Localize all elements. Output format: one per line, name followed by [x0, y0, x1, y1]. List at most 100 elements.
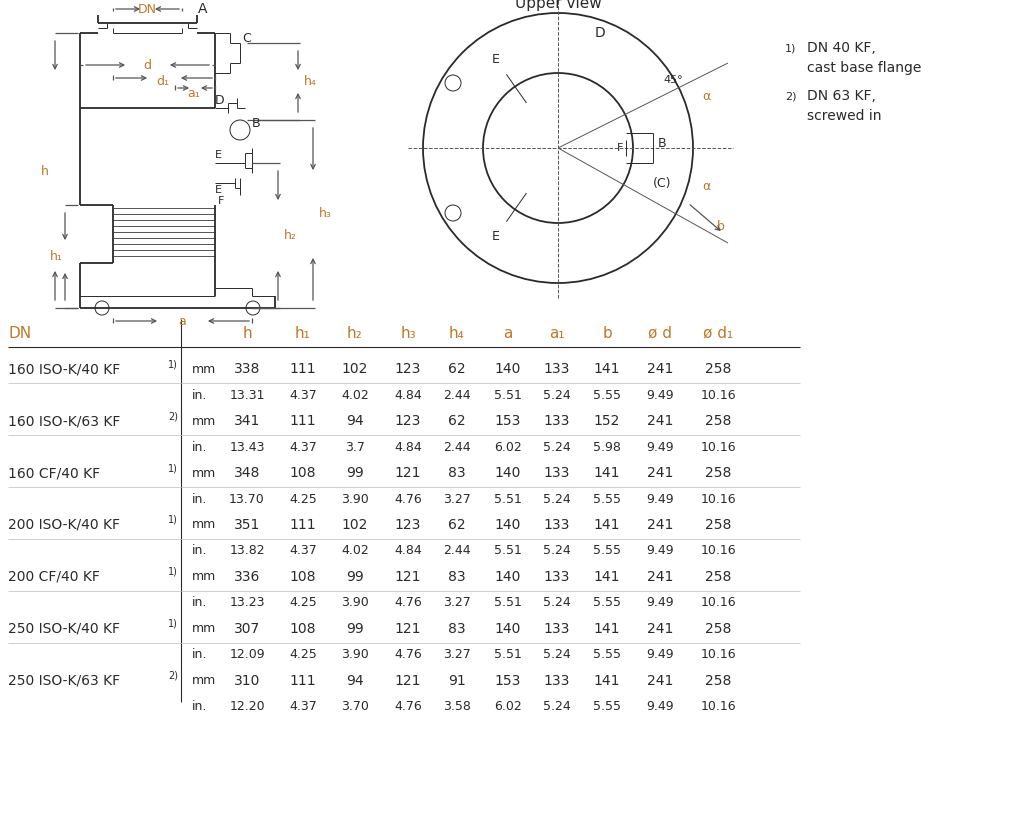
Text: 3.70: 3.70: [341, 700, 369, 714]
Text: 141: 141: [593, 674, 621, 688]
Text: 241: 241: [647, 674, 673, 688]
Text: 45°: 45°: [663, 75, 682, 85]
Text: mm: mm: [192, 570, 216, 584]
Text: 5.51: 5.51: [494, 597, 522, 610]
Text: 111: 111: [290, 674, 316, 688]
Text: 3.58: 3.58: [443, 700, 471, 714]
Text: 3.7: 3.7: [345, 440, 365, 453]
Text: α: α: [702, 179, 710, 193]
Text: F: F: [617, 143, 623, 153]
Text: E: E: [492, 230, 500, 243]
Text: in.: in.: [192, 597, 207, 610]
Text: 2.44: 2.44: [443, 388, 471, 402]
Text: 160 ISO-K/63 KF: 160 ISO-K/63 KF: [8, 414, 120, 428]
Text: 3.27: 3.27: [443, 649, 471, 662]
Text: mm: mm: [192, 518, 216, 532]
Text: 121: 121: [394, 674, 422, 688]
Text: 94: 94: [346, 674, 364, 688]
Text: 123: 123: [395, 414, 422, 428]
Text: 141: 141: [593, 362, 621, 376]
Text: 123: 123: [395, 362, 422, 376]
Text: 9.49: 9.49: [646, 492, 673, 505]
Text: h₃: h₃: [318, 207, 332, 220]
Text: cast base flange: cast base flange: [807, 61, 921, 75]
Text: D: D: [594, 26, 606, 40]
Text: 10.16: 10.16: [701, 649, 736, 662]
Text: 121: 121: [394, 622, 422, 636]
Text: 5.24: 5.24: [543, 388, 571, 402]
Text: 6.02: 6.02: [494, 440, 522, 453]
Text: h: h: [41, 165, 49, 178]
Text: 4.37: 4.37: [289, 388, 316, 402]
Text: B: B: [658, 137, 666, 150]
Text: 13.31: 13.31: [229, 388, 265, 402]
Text: 5.55: 5.55: [593, 388, 621, 402]
Text: 9.49: 9.49: [646, 440, 673, 453]
Text: d₁: d₁: [157, 75, 170, 87]
Text: 83: 83: [448, 570, 466, 584]
Text: 99: 99: [346, 622, 364, 636]
Text: h₄: h₄: [303, 75, 316, 87]
Text: 62: 62: [448, 362, 466, 376]
Text: in.: in.: [192, 440, 207, 453]
Text: 4.84: 4.84: [394, 545, 422, 557]
Text: 250 ISO-K/63 KF: 250 ISO-K/63 KF: [8, 674, 120, 688]
Text: b: b: [717, 220, 725, 233]
Text: h₂: h₂: [283, 229, 296, 241]
Text: mm: mm: [192, 675, 216, 687]
Text: 9.49: 9.49: [646, 700, 673, 714]
Text: 10.16: 10.16: [701, 492, 736, 505]
Text: 123: 123: [395, 518, 422, 532]
Text: 4.25: 4.25: [289, 649, 316, 662]
Text: 200 ISO-K/40 KF: 200 ISO-K/40 KF: [8, 518, 120, 532]
Text: 140: 140: [494, 362, 522, 376]
Text: ø d₁: ø d₁: [703, 326, 733, 341]
Text: 3.90: 3.90: [341, 597, 369, 610]
Text: 141: 141: [593, 466, 621, 480]
Text: 4.76: 4.76: [394, 597, 422, 610]
Text: 258: 258: [705, 362, 731, 376]
Text: a: a: [178, 314, 186, 328]
Text: 4.84: 4.84: [394, 440, 422, 453]
Text: h: h: [243, 326, 252, 341]
Text: 1): 1): [168, 567, 178, 577]
Text: 9.49: 9.49: [646, 649, 673, 662]
Text: Upper view: Upper view: [515, 0, 602, 11]
Text: 4.25: 4.25: [289, 597, 316, 610]
Text: 10.16: 10.16: [701, 440, 736, 453]
Text: 10.16: 10.16: [701, 700, 736, 714]
Text: 160 CF/40 KF: 160 CF/40 KF: [8, 466, 100, 480]
Text: 153: 153: [494, 414, 522, 428]
Text: 121: 121: [394, 570, 422, 584]
Text: 250 ISO-K/40 KF: 250 ISO-K/40 KF: [8, 622, 120, 636]
Text: 99: 99: [346, 466, 364, 480]
Text: 111: 111: [290, 362, 316, 376]
Text: 140: 140: [494, 570, 522, 584]
Text: in.: in.: [192, 492, 207, 505]
Text: 5.98: 5.98: [593, 440, 621, 453]
Text: 241: 241: [647, 414, 673, 428]
Text: 133: 133: [544, 674, 570, 688]
Text: in.: in.: [192, 388, 207, 402]
Text: 2): 2): [785, 91, 797, 101]
Text: 83: 83: [448, 622, 466, 636]
Text: E: E: [215, 185, 222, 195]
Text: 348: 348: [234, 466, 260, 480]
Text: A: A: [198, 2, 207, 16]
Text: 13.70: 13.70: [229, 492, 265, 505]
Text: 5.55: 5.55: [593, 649, 621, 662]
Text: 5.55: 5.55: [593, 700, 621, 714]
Text: 1): 1): [168, 463, 178, 473]
Text: 4.76: 4.76: [394, 649, 422, 662]
Text: mm: mm: [192, 622, 216, 635]
Text: 341: 341: [234, 414, 260, 428]
Text: 1): 1): [168, 619, 178, 629]
Text: 3.90: 3.90: [341, 649, 369, 662]
Text: h₄: h₄: [449, 326, 465, 341]
Text: b: b: [603, 326, 612, 341]
Text: 4.84: 4.84: [394, 388, 422, 402]
Text: 141: 141: [593, 622, 621, 636]
Text: F: F: [218, 196, 224, 206]
Text: 108: 108: [290, 570, 316, 584]
Text: 1): 1): [168, 359, 178, 369]
